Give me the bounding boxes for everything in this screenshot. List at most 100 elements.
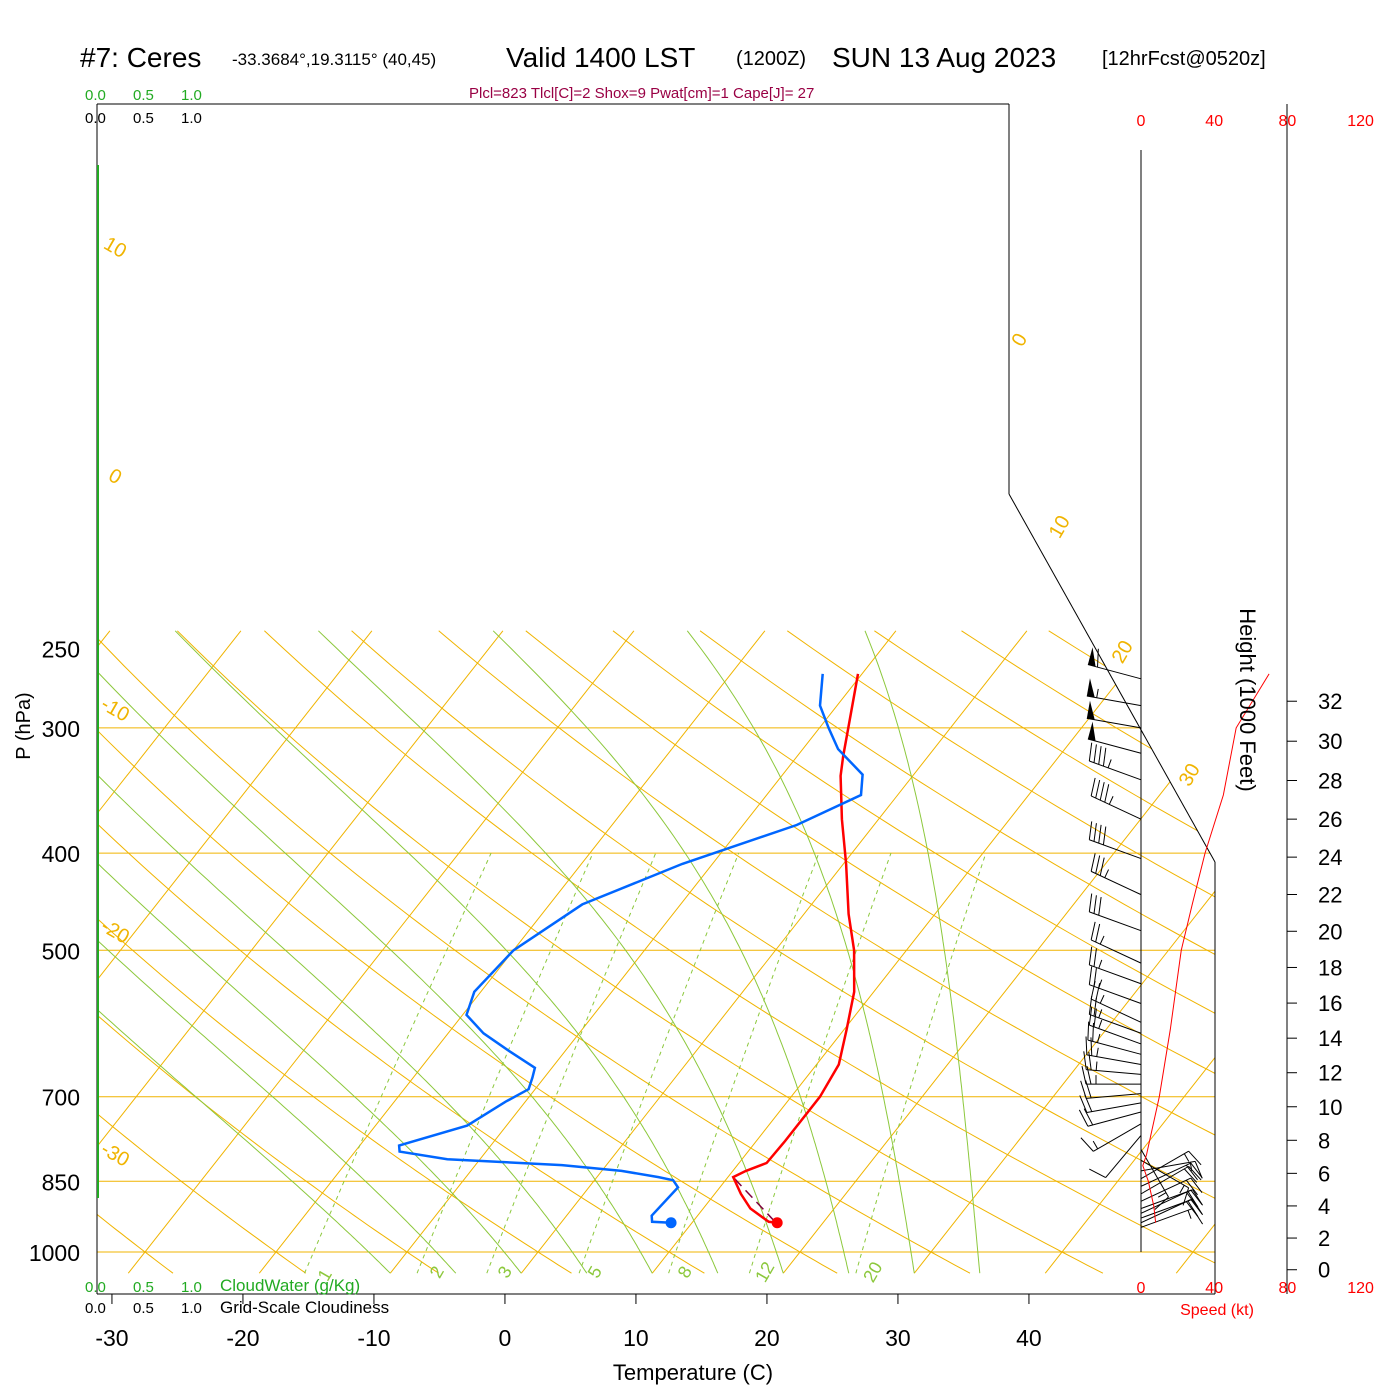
pressure-tick: 700 (42, 1085, 80, 1111)
height-tick-label: 24 (1318, 845, 1342, 870)
wind-barb-full (1086, 1066, 1092, 1085)
wind-barb-full (1087, 1021, 1090, 1041)
wind-barb (1088, 996, 1142, 1034)
wind-barb (1080, 1080, 1142, 1099)
dry-adiabat (97, 630, 307, 1274)
profile-lines (397, 673, 1270, 1229)
cloudiness-scale-label: 0.0 (85, 110, 106, 127)
height-tick-label: 30 (1318, 729, 1342, 754)
wind-barb (1086, 700, 1142, 729)
dry-adiabat (97, 630, 439, 1274)
pressure-tick-label: 850 (42, 1169, 80, 1195)
speed-axis-title: Speed (kt) (1180, 1302, 1254, 1319)
wind-barb-staff (1140, 1160, 1196, 1172)
wind-barb-pennant (1086, 678, 1095, 698)
mixing-ratio-line (486, 852, 657, 1274)
wind-barb (1090, 921, 1142, 964)
wind-barb-full (1099, 782, 1105, 801)
temperature-line (731, 673, 860, 1224)
dry-adiabat (97, 630, 971, 1274)
pressure-tick-label: 300 (42, 716, 80, 742)
cloudiness-title: Grid-Scale Cloudiness (220, 1298, 389, 1317)
wind-barb (1140, 1162, 1203, 1187)
cloudiness-scale-label: 0.5 (133, 110, 154, 127)
valid-time: Valid 1400 LST (506, 42, 695, 73)
wind-barb-staff (1086, 1069, 1142, 1075)
isotherm-label: -10 (97, 693, 133, 727)
wind-barb-full (1102, 826, 1107, 845)
wind-barb (1089, 1135, 1142, 1178)
diagonal-frame (1008, 493, 1216, 863)
dry-adiabat (176, 630, 1104, 1274)
mixing-ratio-line (855, 852, 987, 1274)
height-tick-label: 14 (1318, 1026, 1342, 1051)
wind-barb (1088, 946, 1142, 985)
wind-barb-half (1098, 1019, 1103, 1029)
mixing-ratio-label: 5 (584, 1263, 606, 1282)
wind-barb-staff (1090, 998, 1142, 1023)
wind-barb-full (1095, 923, 1101, 943)
moist-adiabat (97, 630, 391, 1274)
surface-temperature-point (771, 1217, 783, 1229)
wind-barb-full (1084, 1094, 1093, 1112)
cloudwater-scale-label: 1.0 (181, 1279, 202, 1296)
wind-barb-full (1092, 1022, 1094, 1042)
cloudiness-scale-label: 0.0 (85, 1300, 106, 1317)
zulu-time: (1200Z) (736, 48, 806, 70)
wind-barb (1081, 1066, 1141, 1085)
isotherm-line (389, 630, 897, 1274)
wind-barb-full (1083, 1051, 1087, 1070)
dry-adiabat (874, 630, 1215, 1274)
height-tick-label: 32 (1318, 689, 1342, 714)
speed-tick-label: 0 (1137, 113, 1146, 130)
moist-adiabat (97, 630, 457, 1274)
wind-barb (1090, 777, 1142, 820)
wind-barb-staff (1140, 1162, 1192, 1187)
wind-barb-full (1081, 1066, 1087, 1085)
moist-adiabat (864, 630, 981, 1274)
wind-barb-staff (1089, 839, 1142, 860)
wind-barb-staff (1105, 1135, 1142, 1178)
height-tick-label: 26 (1318, 807, 1342, 832)
isotherm-line (651, 630, 1159, 1274)
wind-barb-half (1187, 1210, 1192, 1219)
cloudiness-scale-label: 1.0 (181, 110, 202, 127)
isotherm-label: 0 (105, 464, 126, 489)
cloudwater-scale-label: 0.5 (133, 87, 154, 104)
wind-barb-staff (1090, 939, 1142, 964)
wind-barb (1087, 1021, 1142, 1055)
isotherm-label: -30 (97, 1138, 133, 1172)
moist-adiabat (97, 630, 588, 1274)
wind-barb-full (1194, 1161, 1203, 1179)
isotherm-line (97, 630, 504, 1274)
wind-barb-full (1093, 1008, 1097, 1027)
wind-barb-staff (1140, 1165, 1189, 1195)
wind-barb (1140, 1150, 1202, 1180)
surface-dewpoint-point (665, 1217, 677, 1229)
wind-barb-full (1090, 1037, 1093, 1056)
speed-tick-label: 40 (1205, 113, 1223, 130)
isotherm-label: 0 (1007, 330, 1032, 351)
cloudwater-scale-label: 1.0 (181, 87, 202, 104)
height-tick-label: 16 (1318, 991, 1342, 1016)
isotherm-line (127, 630, 635, 1274)
isotherm-line (1044, 630, 1215, 1274)
wind-barb-full (1188, 1166, 1202, 1181)
dewpoint-line (397, 673, 864, 1224)
dry-adiabat (97, 630, 705, 1274)
y-axis-title: P (hPa) (13, 692, 35, 759)
wind-speed-profile (1142, 673, 1270, 1223)
dry-adiabat (612, 630, 1215, 1274)
cloudiness-scale-label: 0.5 (133, 1300, 154, 1317)
wind-barb-full (1098, 824, 1102, 844)
mixing-ratio-line (668, 852, 820, 1274)
wind-barb-full (1090, 921, 1096, 941)
wind-barb (1088, 742, 1142, 781)
wind-barb-half (1098, 959, 1103, 969)
wind-barb (1140, 1208, 1204, 1228)
wind-barb-full (1095, 855, 1101, 874)
cloudwater-scale-label: 0.5 (133, 1279, 154, 1296)
isotherm-line (913, 630, 1215, 1274)
